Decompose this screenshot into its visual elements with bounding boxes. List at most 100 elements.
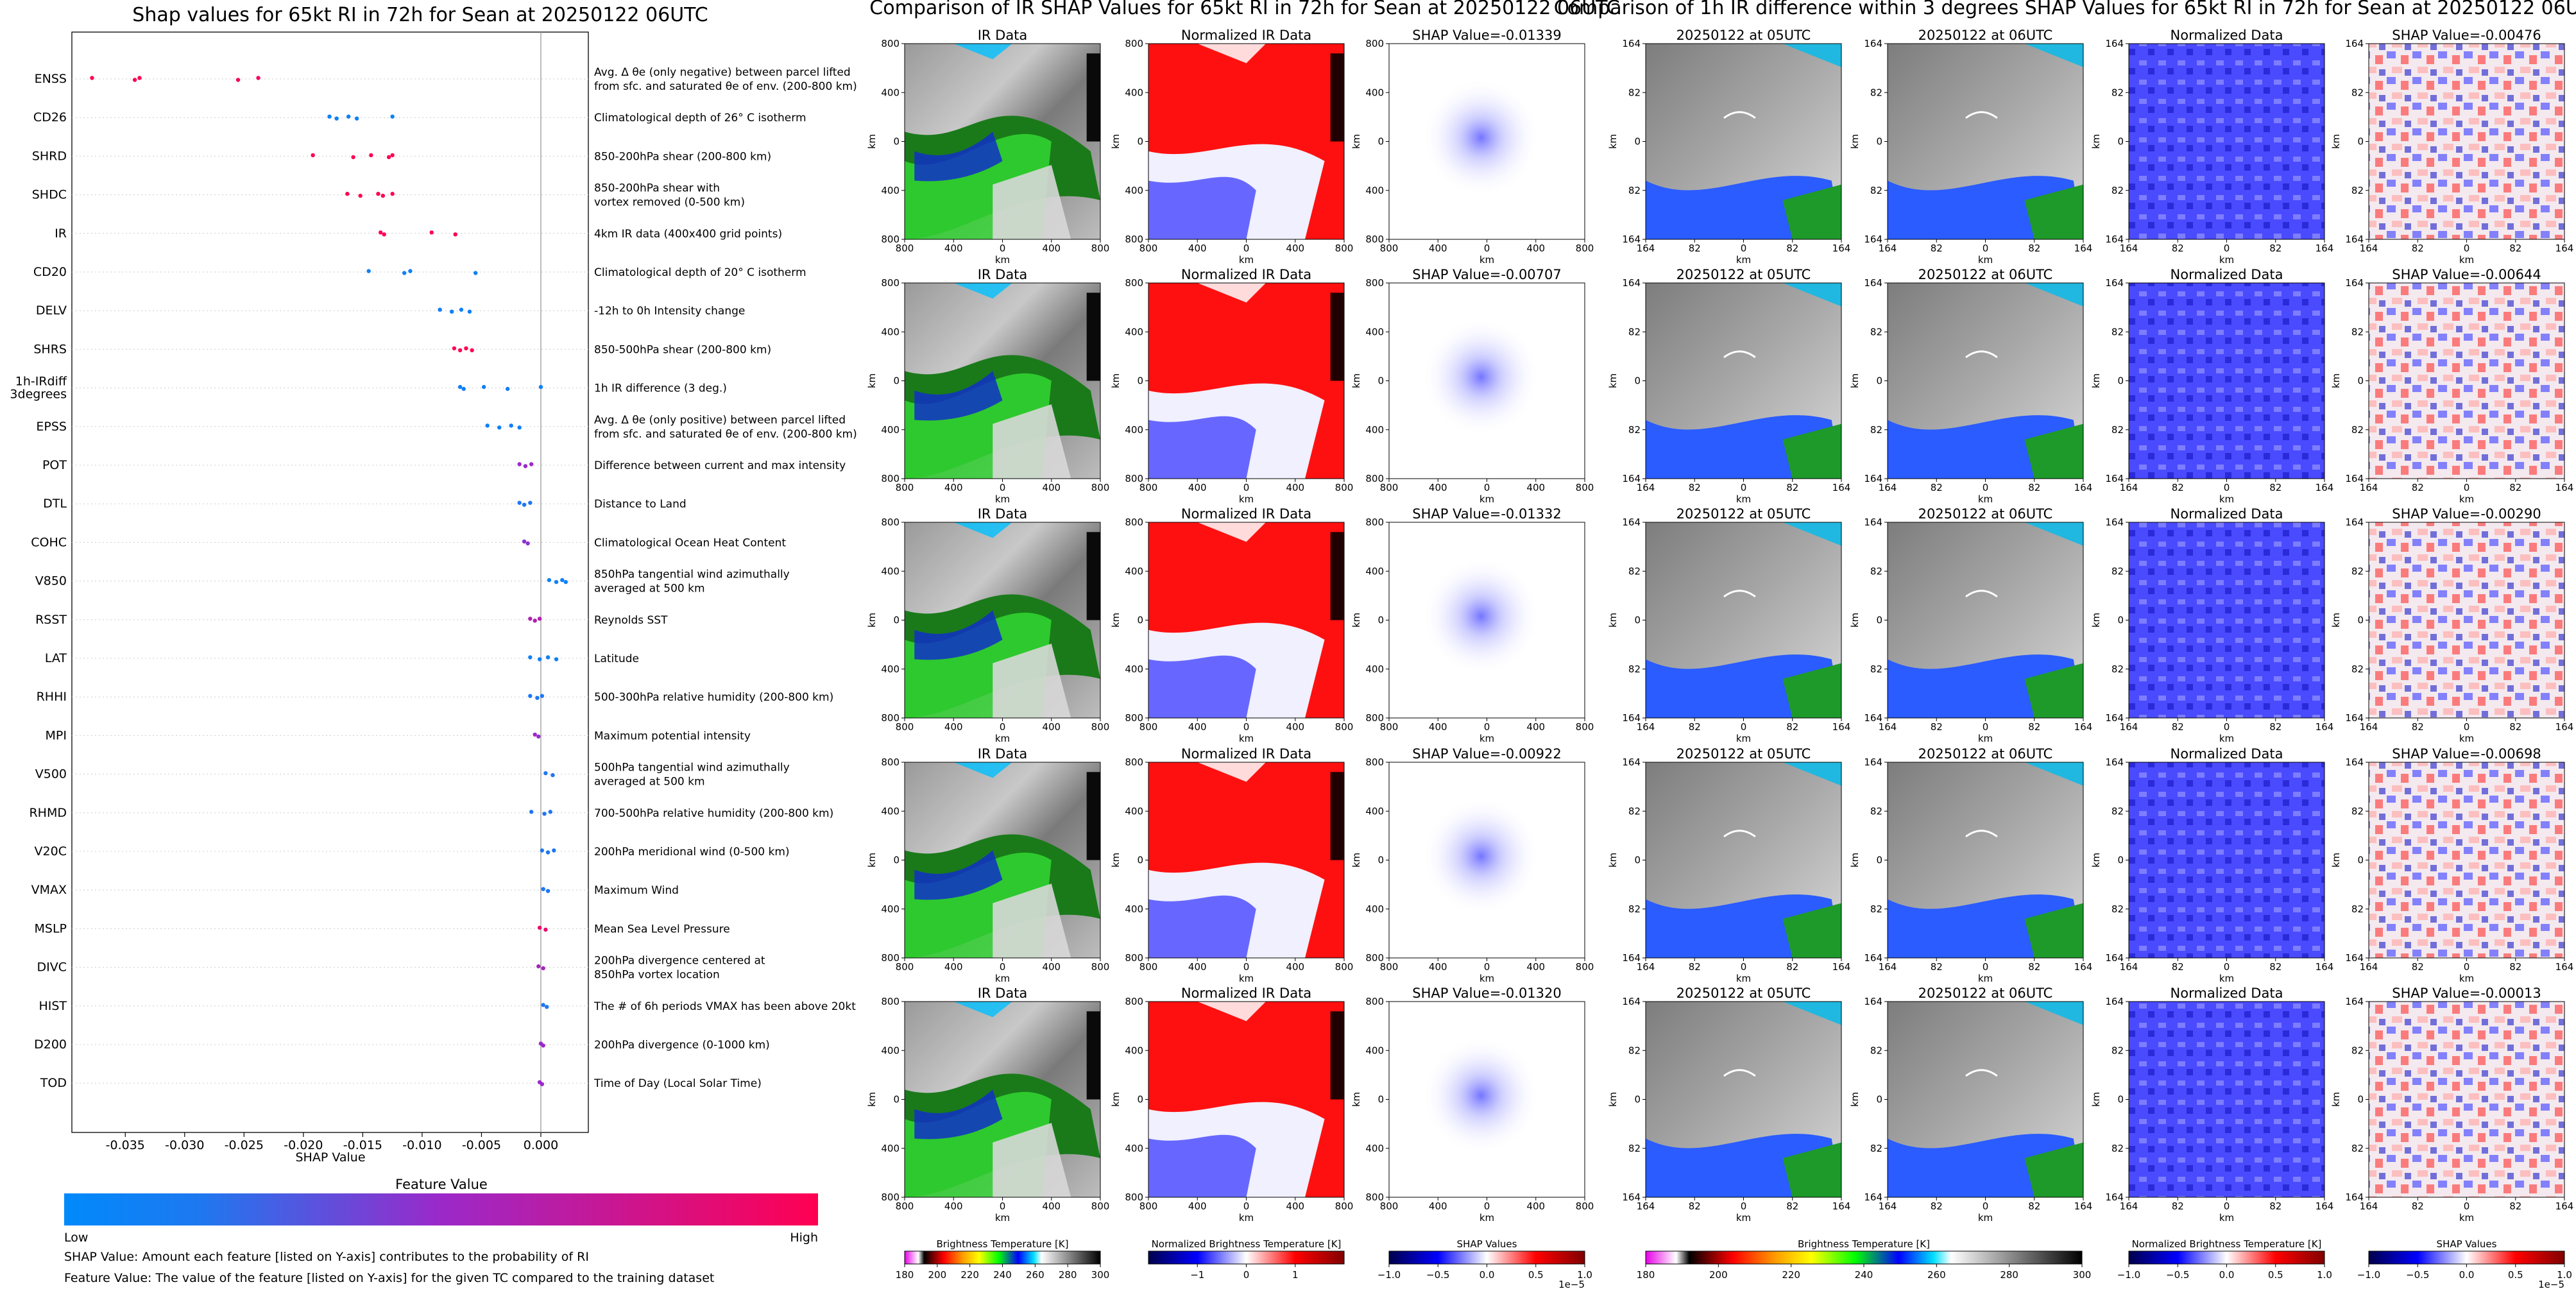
y-tick-label: 400 (1365, 87, 1384, 98)
y-tick-label: 82 (1628, 424, 1641, 436)
y-tick-label: 0 (2357, 615, 2364, 626)
x-tick-label: 400 (1429, 961, 1447, 973)
gray-image-cyan-corner (1782, 44, 1841, 67)
shap-point (334, 116, 339, 121)
shap-point (536, 964, 541, 969)
shap-point (535, 696, 540, 700)
y-tick-label: 82 (1628, 1045, 1641, 1056)
shap-point (538, 384, 543, 389)
x-tick-label: 400 (1188, 482, 1207, 493)
y-axis-unit: km (1607, 1092, 1619, 1107)
y-tick-label: 0 (2357, 136, 2364, 148)
note-shap-value: SHAP Value: Amount each feature [listed … (64, 1250, 589, 1264)
y-tick-label: 800 (881, 1191, 900, 1203)
y-axis-unit: km (2090, 134, 2102, 149)
gray-image-green-region (1782, 663, 1841, 718)
panel-title: Normalized IR Data (1181, 267, 1311, 282)
y-tick-label: 800 (1365, 712, 1384, 724)
gray-image-cyan-corner (2024, 283, 2083, 307)
y-tick-label: 800 (881, 38, 900, 49)
y-tick-label: 82 (2111, 424, 2124, 436)
feature-name-label: 3degrees (10, 388, 67, 402)
shap-point (529, 462, 534, 466)
shap-point (132, 78, 137, 82)
y-tick-label: 800 (1125, 38, 1143, 49)
y-tick-label: 0 (2357, 375, 2364, 387)
gray-image-cyan-corner (1782, 283, 1841, 307)
x-tick-label: 0 (1000, 243, 1006, 254)
x-tick-label: 800 (1139, 961, 1158, 973)
shap-point (438, 307, 442, 312)
y-tick-label: 0 (1378, 375, 1384, 387)
x-tick-label: 0 (1983, 243, 1989, 254)
x-tick-label: 0 (1741, 243, 1747, 254)
shap-point (467, 309, 472, 314)
feature-name-label: TOD (40, 1076, 67, 1090)
norm-ir-blue-region (1148, 176, 1256, 239)
x-tick-label: 400 (1188, 721, 1207, 733)
x-tick-label: 800 (1576, 721, 1594, 733)
y-tick-label: 400 (1365, 663, 1384, 675)
y-axis-unit: km (1849, 1092, 1861, 1107)
y-tick-label: 82 (1628, 663, 1641, 675)
y-tick-label: 400 (1125, 663, 1143, 675)
gray-image-cyan-corner (2024, 522, 2083, 546)
panel-title: SHAP Value=-0.00707 (1412, 267, 1562, 282)
y-tick-label: 0 (2357, 855, 2364, 866)
bottom-colorbar-label: SHAP Values (2437, 1238, 2497, 1250)
ir-panel: SHAP Value=-0.00707800800400400004004008… (1351, 267, 1594, 505)
ir-panel: Normalized IR Data8008004004000040040080… (1110, 746, 1353, 984)
x-tick-label: 82 (2172, 721, 2184, 733)
y-tick-label: 0 (1378, 615, 1384, 626)
colorbar-gradient (64, 1193, 818, 1225)
x-tick-label: 164 (2555, 721, 2574, 733)
diff-panel: Normalized Data1641648282008282164164kmk… (2090, 506, 2333, 744)
y-axis-unit: km (1607, 373, 1619, 388)
diff-panel: SHAP Value=-0.00290164164828200828216416… (2330, 506, 2573, 744)
panel-title: SHAP Value=-0.00290 (2392, 506, 2541, 522)
norm-ir-land-edge (1330, 53, 1344, 142)
x-tick-label: 164 (2120, 1200, 2138, 1212)
feature-name-label: RHMD (29, 806, 67, 820)
gray-image-green-region (1782, 1142, 1841, 1197)
bottom-colorbar-gradient (2128, 1251, 2325, 1265)
y-tick-label: 400 (1365, 326, 1384, 337)
y-tick-label: 0 (1378, 136, 1384, 148)
x-axis-unit: km (1736, 973, 1751, 984)
x-tick-label: 164 (2120, 243, 2138, 254)
shap-point (358, 193, 363, 198)
diff-panel: 20250122 at 06UTC1641648282008282164164k… (1849, 28, 2092, 266)
norm-ir-white-streak (1197, 522, 1266, 542)
y-tick-label: 800 (1125, 277, 1143, 289)
y-axis-unit: km (2090, 1092, 2102, 1107)
y-tick-label: 0 (1137, 615, 1143, 626)
y-tick-label: 82 (1870, 424, 1882, 436)
x-axis-unit: km (1978, 493, 1993, 505)
x-tick-label: 164 (2074, 721, 2093, 733)
shap-point (552, 848, 556, 853)
feature-description: Avg. Δ θe (only negative) between parcel… (594, 66, 851, 79)
shap-point (408, 269, 413, 273)
y-tick-label: 800 (881, 277, 900, 289)
x-tick-label: 82 (2412, 482, 2424, 493)
shap-point (346, 114, 351, 119)
shap-point (545, 850, 550, 855)
ir-cold-cloud (993, 884, 1071, 958)
ir-land-edge (1086, 532, 1100, 620)
feature-description: from sfc. and saturated θe of env. (200-… (594, 80, 857, 93)
panel-title: Normalized Data (2171, 28, 2283, 43)
bottom-colorbar: SHAP Values −1.0 −0.5 0.0 0.5 1.01e−5 (1378, 1238, 1592, 1289)
norm-ir-blue-region (1148, 1134, 1256, 1197)
ir-panel: Normalized IR Data8008004004000040040080… (1110, 28, 1353, 266)
x-axis-unit: km (1978, 733, 1993, 744)
feature-description: Climatological depth of 20° C isotherm (594, 266, 806, 279)
x-tick-label: 82 (2412, 1200, 2424, 1212)
shap-point (390, 191, 395, 196)
shap-point (235, 78, 241, 82)
bottom-colorbar-tick-label: 1.0 (2557, 1269, 2572, 1281)
shap-point (529, 810, 534, 814)
y-tick-label: 164 (2105, 1191, 2124, 1203)
y-tick-label: 164 (1864, 996, 1882, 1007)
y-tick-label: 400 (1125, 565, 1143, 577)
